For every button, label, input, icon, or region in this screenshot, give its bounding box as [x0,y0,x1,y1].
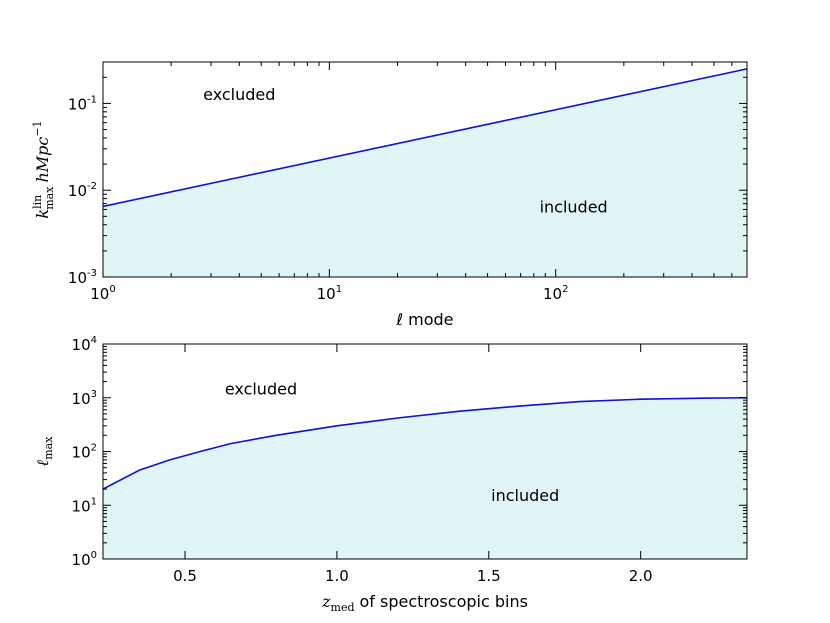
top-y-tick-label: 10-1 [68,94,97,113]
bottom-y-tick-label: 102 [72,443,97,462]
top-x-tick-label: 100 [90,284,115,303]
bottom-x-tick-label: 1.5 [477,567,501,585]
bottom-x-tick-label: 0.5 [173,567,197,585]
bottom-annotation-excluded: excluded [225,379,297,398]
top-y-tick-label: 10-2 [68,181,97,200]
top-y-tick-label: 10-3 [68,268,97,287]
top-plot: 100 101 102 10-310-210-1 excludedincluded … [31,61,748,329]
bottom-ylabel-l: ℓ [33,459,52,466]
top-x-axis-label: ℓ mode [395,310,453,329]
top-y-axis-label: klinmax hMpc−1 [31,120,56,218]
bottom-y-tick-label: 103 [72,389,97,408]
bottom-lmax-line [102,396,748,490]
top-x-tick-label: 102 [543,284,568,303]
bottom-ylabel-sub: max [42,436,55,460]
top-x-ticks: 100 101 102 [90,62,733,303]
top-y-ticks: 10-3 10-2 10-1 [68,76,747,287]
bottom-x-axis-label: zmed of spectroscopic bins [321,592,528,614]
bottom-xlabel-sub: med [331,601,355,614]
bottom-plot: 0.5 1.0 1.5 2.0 100 101 102 103 104 excluded inc… [33,335,748,614]
top-included-area [103,68,747,278]
top-ylabel-rest-sup: −1 [31,120,44,136]
bottom-x-ticks: 0.5 1.0 1.5 2.0 [173,344,653,585]
top-annotation-included: included [540,198,608,217]
bottom-y-tick-label: 100 [72,550,97,569]
top-annotations: excluded included [203,85,608,217]
top-ylabel-k: k [33,209,52,219]
bottom-x-tick-label: 2.0 [629,567,653,585]
top-kmax-line [102,68,748,208]
bottom-xlabel-rest: of spectroscopic bins [360,592,528,611]
top-annotation-excluded: excluded [203,85,275,104]
bottom-y-axis-label: ℓmax [33,436,55,467]
bottom-annotation-included: included [491,486,559,505]
bottom-y-ticks: 100 101 102 103 104 [72,335,747,569]
bottom-y-tick-label: 101 [72,496,97,515]
bottom-y-tick-label: 104 [72,335,97,354]
bottom-annotations: excluded included [225,379,559,505]
top-ylabel-sup: lin [31,195,44,209]
bottom-xlabel-z: z [321,592,331,611]
top-ylabel-sub: max [43,186,56,210]
top-plot-frame [102,61,748,278]
top-x-tick-label: 101 [317,284,342,303]
bottom-included-area [103,397,747,559]
bottom-x-tick-label: 1.0 [325,567,349,585]
top-ylabel-rest: hMpc [33,137,52,183]
